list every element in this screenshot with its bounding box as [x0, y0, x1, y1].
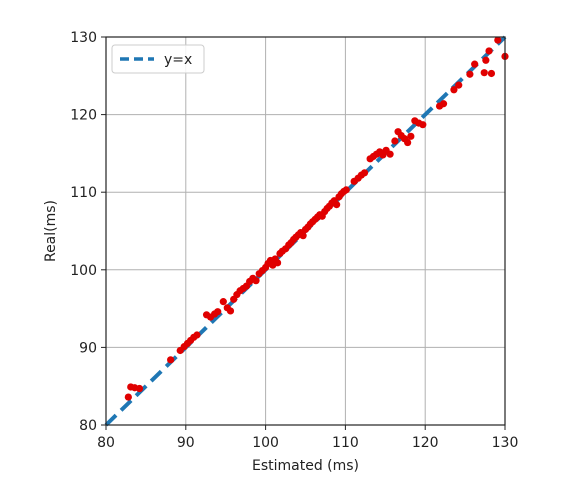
data-point [404, 138, 412, 147]
data-point [471, 60, 479, 68]
data-points [124, 36, 509, 401]
data-point [333, 201, 341, 209]
x-tick-label: 130 [492, 435, 519, 451]
x-tick-label: 110 [332, 435, 359, 451]
data-point [299, 232, 307, 240]
data-point [226, 307, 235, 315]
data-point [360, 169, 369, 177]
y-tick-label: 130 [70, 30, 97, 46]
x-tick-label: 80 [97, 435, 115, 451]
data-point [391, 137, 399, 145]
data-point [485, 47, 493, 55]
legend-label: y=x [164, 52, 192, 68]
axis-ticks: 80 90 100 110 120 130 80 90 100 110 120 130 [70, 30, 518, 451]
data-point [386, 150, 394, 158]
data-point [252, 277, 260, 285]
data-point [407, 132, 415, 140]
y-tick-label: 100 [70, 263, 97, 279]
data-point [480, 69, 488, 77]
legend-box [111, 44, 205, 74]
y-tick-label: 120 [70, 108, 97, 124]
x-axis-title: Estimated (ms) [252, 458, 359, 474]
grid-lines [105, 36, 506, 426]
data-point [342, 186, 350, 194]
data-point [494, 36, 502, 44]
y-tick-label: 80 [79, 418, 97, 434]
data-point [273, 259, 282, 267]
y-tick-label: 90 [79, 340, 97, 356]
data-point [124, 393, 132, 401]
data-point [219, 298, 227, 306]
data-point [167, 356, 175, 364]
data-point [466, 70, 474, 78]
data-point [214, 308, 222, 316]
data-point [450, 86, 458, 94]
legend: y=x [111, 44, 205, 74]
data-point [439, 100, 448, 108]
x-tick-label: 100 [252, 435, 279, 451]
data-point [193, 331, 201, 339]
data-point [135, 384, 144, 393]
plot-frame [105, 36, 506, 426]
y-tick-label: 110 [70, 185, 97, 201]
x-tick-label: 90 [177, 435, 195, 451]
data-point [487, 69, 496, 78]
y-axis-title: Real(ms) [43, 200, 59, 262]
data-point [419, 121, 427, 129]
data-point [482, 56, 490, 64]
data-point [455, 81, 463, 89]
x-tick-label: 120 [412, 435, 439, 451]
